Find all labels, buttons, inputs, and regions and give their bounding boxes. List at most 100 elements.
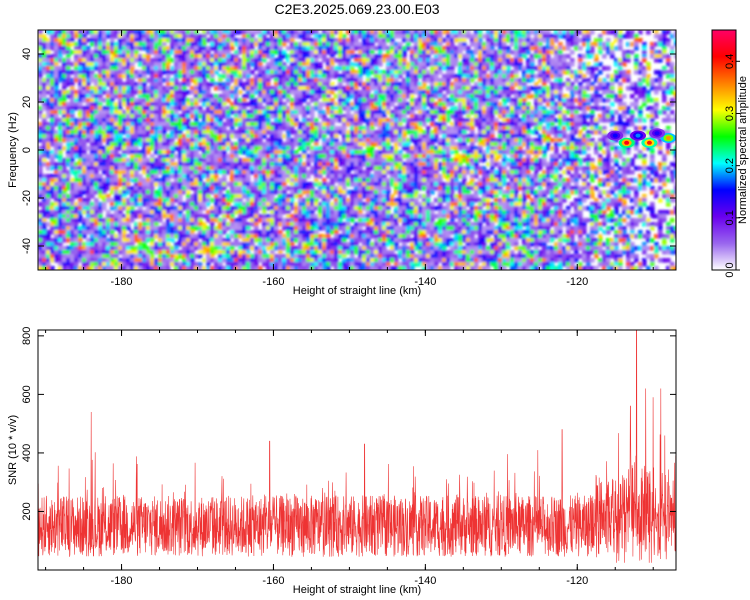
heatmap-cell [138, 130, 143, 135]
heatmap-cell [502, 170, 507, 175]
heatmap-cell [374, 62, 379, 67]
heatmap-cell [294, 142, 299, 147]
heatmap-cell [362, 30, 367, 35]
heatmap-cell [670, 90, 675, 95]
heatmap-cell [110, 42, 115, 47]
heatmap-cell [422, 42, 427, 47]
heatmap-cell [262, 58, 267, 63]
heatmap-cell [258, 158, 263, 163]
heatmap-cell [578, 66, 583, 71]
heatmap-cell [198, 130, 203, 135]
heatmap-cell [278, 162, 283, 167]
heatmap-cell [462, 58, 467, 63]
heatmap-cell [218, 146, 223, 151]
heatmap-cell [198, 158, 203, 163]
heatmap-cell [322, 78, 327, 83]
heatmap-cell [294, 110, 299, 115]
heatmap-cell [318, 54, 323, 59]
heatmap-cell [154, 110, 159, 115]
heatmap-cell [354, 114, 359, 119]
heatmap-cell [314, 34, 319, 39]
heatmap-cell [178, 38, 183, 43]
heatmap-cell [142, 42, 147, 47]
heatmap-cell [118, 146, 123, 151]
heatmap-cell [650, 114, 655, 119]
heatmap-cell [326, 146, 331, 151]
heatmap-cell [98, 130, 103, 135]
heatmap-cell [234, 50, 239, 55]
heatmap-cell [162, 114, 167, 119]
heatmap-cell [218, 66, 223, 71]
heatmap-cell [146, 98, 151, 103]
heatmap-cell [306, 154, 311, 159]
heatmap-cell [314, 42, 319, 47]
heatmap-cell [542, 70, 547, 75]
heatmap-cell [42, 114, 47, 119]
heatmap-cell [510, 86, 515, 91]
heatmap-cell [518, 170, 523, 175]
heatmap-cell [42, 98, 47, 103]
heatmap-cell [422, 86, 427, 91]
heatmap-cell [562, 62, 567, 67]
heatmap-cell [282, 70, 287, 75]
heatmap-cell [438, 102, 443, 107]
heatmap-cell [298, 34, 303, 39]
heatmap-cell [522, 42, 527, 47]
heatmap-cell [566, 162, 571, 167]
heatmap-cell [354, 106, 359, 111]
heatmap-cell [274, 114, 279, 119]
heatmap-cell [170, 102, 175, 107]
heatmap-cell [338, 150, 343, 155]
heatmap-cell [254, 166, 259, 171]
heatmap-cell [66, 82, 71, 87]
heatmap-cell [130, 62, 135, 67]
heatmap-cell [238, 106, 243, 111]
heatmap-cell [654, 98, 659, 103]
heatmap-cell [530, 158, 535, 163]
heatmap-cell [582, 98, 587, 103]
heatmap-cell [522, 70, 527, 75]
heatmap-cell [526, 66, 531, 71]
heatmap-cell [174, 74, 179, 79]
heatmap-cell [326, 58, 331, 63]
heatmap-cell [454, 86, 459, 91]
heatmap-cell [582, 86, 587, 91]
heatmap-cell [102, 98, 107, 103]
heatmap-cell [626, 78, 631, 83]
heatmap-cell [362, 114, 367, 119]
heatmap-cell [494, 38, 499, 43]
heatmap-cell [558, 114, 563, 119]
heatmap-cell [238, 98, 243, 103]
heatmap-cell [594, 66, 599, 71]
heatmap-cell [66, 134, 71, 139]
heatmap-cell [482, 34, 487, 39]
heatmap-cell [438, 46, 443, 51]
heatmap-cell [298, 30, 303, 35]
heatmap-cell [38, 58, 43, 63]
heatmap-cell [346, 38, 351, 43]
heatmap-cell [602, 86, 607, 91]
heatmap-cell [542, 50, 547, 55]
heatmap-cell [90, 134, 95, 139]
heatmap-cell [538, 138, 543, 143]
heatmap-cell [558, 62, 563, 67]
heatmap-cell [398, 62, 403, 67]
heatmap-cell [234, 30, 239, 35]
heatmap-cell [94, 74, 99, 79]
heatmap-cell [370, 166, 375, 171]
heatmap-cell [386, 162, 391, 167]
heatmap-cell [486, 42, 491, 47]
heatmap-cell [510, 150, 515, 155]
heatmap-cell [82, 74, 87, 79]
heatmap-cell [586, 78, 591, 83]
heatmap-cell [570, 62, 575, 67]
heatmap-cell [534, 154, 539, 159]
heatmap-cell [482, 114, 487, 119]
heatmap-cell [666, 118, 671, 123]
heatmap-cell [290, 154, 295, 159]
heatmap-cell [394, 170, 399, 175]
heatmap-cell [246, 38, 251, 43]
heatmap-cell [478, 94, 483, 99]
heatmap-cell [486, 142, 491, 147]
heatmap-cell [222, 114, 227, 119]
